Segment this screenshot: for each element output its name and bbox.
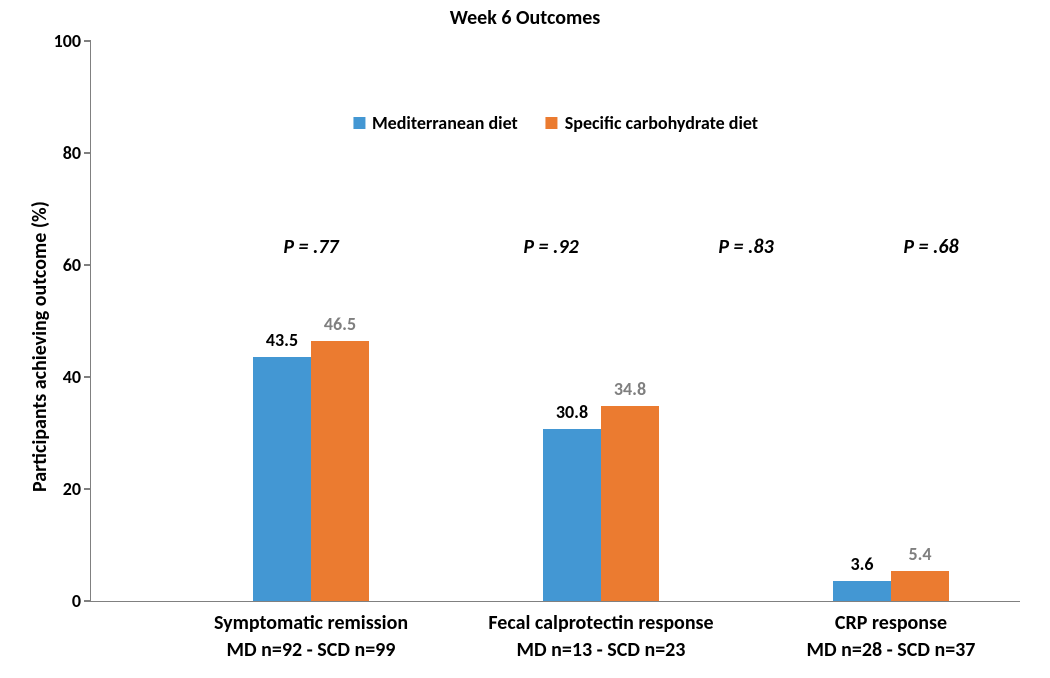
legend-swatch: [353, 117, 365, 129]
chart-container: Week 6 Outcomes Participants achieving o…: [0, 0, 1050, 678]
p-value: P = .92: [523, 235, 578, 259]
legend-item: Specific carbohydrate diet: [546, 112, 758, 134]
x-category-n: MD n=92 - SCD n=99: [214, 638, 408, 662]
y-tick-label: 60: [63, 254, 91, 276]
bar-scd: [601, 406, 659, 601]
p-value: P = .68: [903, 235, 958, 259]
x-category-n: MD n=28 - SCD n=37: [807, 638, 976, 662]
x-category: CRP response MD n=28 - SCD n=37: [807, 601, 976, 662]
bar-scd: [891, 571, 949, 601]
bar-value-scd: 46.5: [324, 313, 356, 335]
y-tick-label: 40: [63, 366, 91, 388]
y-tick-label: 0: [72, 590, 91, 612]
legend: Mediterranean diet Specific carbohydrate …: [353, 112, 758, 134]
x-category: Fecal calprotectin response MD n=13 - SCD…: [488, 601, 713, 662]
legend-label: Specific carbohydrate diet: [565, 112, 758, 134]
x-category-name: Fecal calprotectin response: [488, 611, 713, 635]
x-category-name: Symptomatic remission: [214, 611, 408, 635]
y-axis-label: Participants achieving outcome (%): [28, 201, 52, 492]
bar-scd: [311, 341, 369, 601]
legend-label: Mediterranean diet: [372, 112, 518, 134]
x-category-name: CRP response: [807, 611, 976, 635]
y-tick-label: 80: [63, 142, 91, 164]
bar-value-med: 43.5: [266, 329, 298, 351]
p-value: P = .77: [283, 235, 338, 259]
legend-swatch: [546, 117, 558, 129]
x-category: Symptomatic remission MD n=92 - SCD n=99: [214, 601, 408, 662]
bar-med: [833, 581, 891, 601]
plot-area: 020406080100Mediterranean dietSpecific c…: [90, 42, 1020, 602]
bar-value-med: 30.8: [556, 401, 588, 423]
bar-value-scd: 5.4: [908, 543, 931, 565]
bar-med: [253, 357, 311, 601]
y-tick-label: 100: [54, 30, 91, 52]
legend-item: Mediterranean diet: [353, 112, 518, 134]
y-tick-label: 20: [63, 478, 91, 500]
bar-med: [543, 429, 601, 601]
chart-title: Week 6 Outcomes: [0, 6, 1050, 30]
bar-value-med: 3.6: [850, 553, 873, 575]
x-category-n: MD n=13 - SCD n=23: [488, 638, 713, 662]
p-value: P = .83: [718, 235, 773, 259]
bar-value-scd: 34.8: [614, 378, 646, 400]
